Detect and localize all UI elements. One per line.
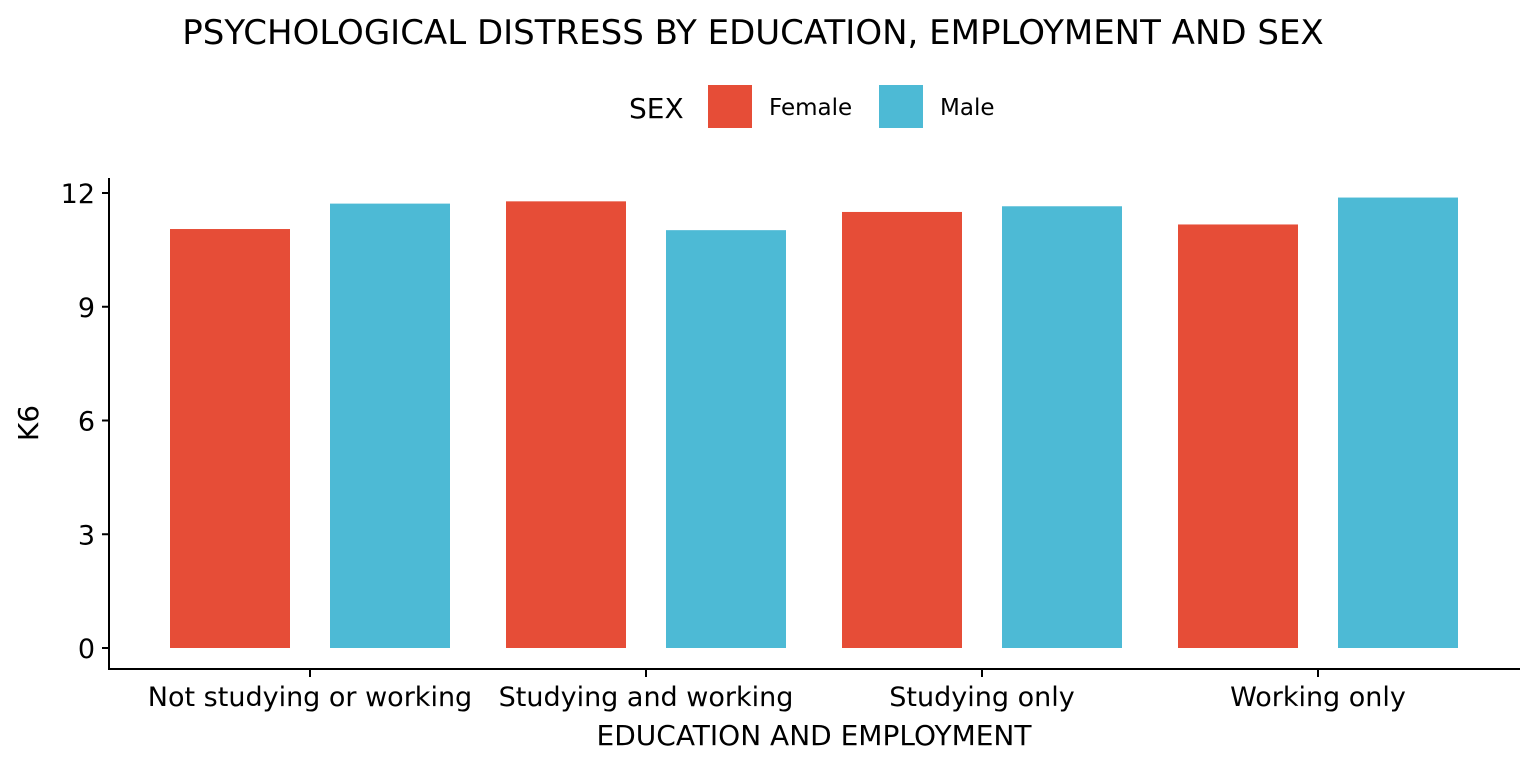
- legend-key-male: [879, 85, 923, 128]
- bar-male-1: [330, 203, 450, 648]
- y-tick-label: 12: [61, 179, 95, 210]
- y-tick-label: 9: [78, 293, 95, 324]
- plot-area: [170, 197, 1458, 649]
- chart-title: PSYCHOLOGICAL DISTRESS BY EDUCATION, EMP…: [182, 13, 1323, 53]
- bar-female-2: [506, 201, 626, 648]
- legend: SEX Female Male: [629, 85, 994, 128]
- y-axis-title: K6: [12, 405, 45, 441]
- y-tick-label: 3: [78, 520, 95, 551]
- legend-key-female: [708, 85, 752, 128]
- bar-male-4: [1338, 197, 1458, 649]
- x-tick-label: Not studying or working: [148, 682, 472, 713]
- legend-label-female: Female: [769, 95, 852, 121]
- x-tick-label: Working only: [1230, 682, 1406, 713]
- bar-male-3: [1002, 206, 1122, 649]
- y-tick-label: 0: [78, 634, 95, 665]
- legend-title: SEX: [629, 92, 684, 125]
- x-tick-label: Studying and working: [499, 682, 794, 713]
- bar-female-3: [842, 211, 962, 649]
- y-tick-label: 6: [78, 407, 95, 438]
- x-axis-ticks: Not studying or working Studying and work…: [148, 669, 1406, 713]
- bar-female-4: [1178, 224, 1298, 649]
- bar-female-1: [170, 229, 290, 649]
- legend-label-male: Male: [940, 95, 994, 121]
- x-tick-label: Studying only: [889, 682, 1074, 713]
- bar-male-2: [666, 230, 786, 649]
- y-axis-ticks: 0 3 6 9 12: [61, 179, 109, 665]
- x-axis-title: EDUCATION AND EMPLOYMENT: [597, 719, 1033, 752]
